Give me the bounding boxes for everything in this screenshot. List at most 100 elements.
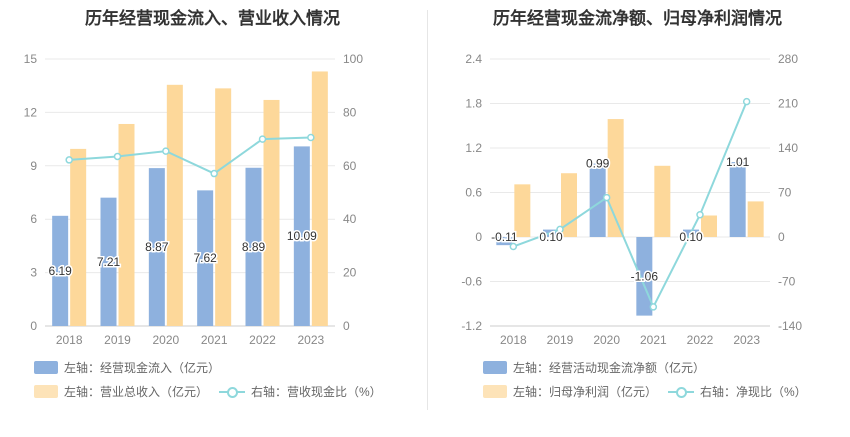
- right-axis-tick-label: 210: [778, 97, 798, 111]
- right-axis-tick-label: 0: [778, 230, 785, 244]
- right-axis-tick-label: -70: [778, 275, 796, 289]
- line-point: [113, 152, 122, 161]
- x-axis-tick-label: 2022: [249, 333, 276, 347]
- line-point: [65, 156, 73, 164]
- bar-data-label: 7.21: [97, 255, 121, 269]
- bar-orange: [514, 184, 531, 237]
- bar-data-label: 7.62: [193, 251, 217, 265]
- left-axis-tick-label: 0: [475, 230, 482, 244]
- bar-blue: [100, 197, 117, 326]
- legend-label: 左轴：经营现金流入（亿元）: [64, 361, 221, 375]
- right-axis-tick-label: 80: [343, 105, 357, 119]
- x-axis-tick-label: 2018: [56, 333, 83, 347]
- left-axis-tick-label: -1.2: [461, 319, 482, 333]
- right-axis-tick-label: 0: [343, 319, 350, 333]
- line-point: [509, 242, 518, 251]
- line-point: [210, 169, 218, 178]
- right-axis-tick-label: 40: [343, 212, 357, 226]
- legend-swatch-line: [219, 385, 245, 398]
- bar-data-label: 10.09: [287, 229, 317, 243]
- line-point: [649, 303, 658, 311]
- legend-item-right-1[interactable]: 左轴：归母净利润（亿元）: [483, 383, 657, 400]
- x-axis-tick-label: 2023: [733, 333, 760, 347]
- x-axis-tick-label: 2023: [297, 333, 324, 347]
- bar-orange: [215, 88, 232, 327]
- legend-item-right-0[interactable]: 左轴：经营活动现金流净额（亿元）: [483, 359, 705, 376]
- legend-label: 右轴：营收现金比（%）: [251, 385, 382, 399]
- bar-data-label: -0.11: [491, 230, 518, 244]
- chart-right-svg: -1.2 -0.6 0 0.6 1.2 1.8 2.4 -140 -70 0 70 140 210 280…: [461, 52, 802, 347]
- chart-title-right: 历年经营现金流净额、归母净利润情况: [493, 9, 782, 28]
- bar-data-label: 6.19: [48, 264, 72, 278]
- bar-orange: [166, 84, 183, 326]
- chart-panel-right: 历年经营现金流净额、归母净利润情况 -1.2 -0.6 0 0.6 1.2 1.8 2.4 -…: [425, 0, 850, 437]
- x-axis-tick-label: 2019: [104, 333, 131, 347]
- bar-data-label: 1.01: [726, 155, 750, 169]
- panel-divider: [427, 10, 428, 410]
- chart-panel-left: 历年经营现金流入、营业收入情况 0 3 6 9 12 15 0 20 40 60 80 100 2018…: [24, 9, 382, 400]
- left-axis-tick-label: 9: [30, 159, 37, 173]
- line-point: [602, 193, 611, 202]
- bar-orange: [311, 71, 328, 327]
- right-axis-tick-label: 100: [343, 52, 363, 66]
- bar-data-label: -1.06: [631, 269, 659, 283]
- chart-left-svg: 0 3 6 9 12 15 0 20 40 60 80 100 2018 2019 2020 2021 2022…: [24, 52, 364, 347]
- left-axis-tick-label: 3: [30, 266, 37, 280]
- x-axis-tick-label: 2019: [547, 333, 574, 347]
- bar-orange: [654, 165, 671, 237]
- line-point: [307, 133, 315, 142]
- bar-data-label: 8.89: [242, 240, 266, 254]
- left-axis-tick-label: 15: [24, 52, 38, 66]
- bar-blue: [589, 163, 606, 237]
- right-axis-tick-label: 20: [343, 266, 357, 280]
- legend-item-left-0[interactable]: 左轴：经营现金流入（亿元）: [34, 359, 220, 376]
- right-axis-tick-label: 70: [778, 186, 792, 200]
- bar-blue: [245, 167, 262, 326]
- legend-item-left-2[interactable]: 右轴：营收现金比（%）: [219, 383, 382, 400]
- left-axis-tick-label: 1.8: [465, 97, 482, 111]
- bar-blue: [52, 215, 69, 326]
- line-point: [162, 147, 170, 155]
- x-axis-tick-label: 2020: [152, 333, 179, 347]
- bar-data-label: 0.99: [586, 157, 610, 171]
- chart-title-left: 历年经营现金流入、营业收入情况: [85, 9, 340, 28]
- legend-label: 左轴：经营活动现金流净额（亿元）: [513, 361, 706, 375]
- legend-swatch-orange: [34, 385, 58, 398]
- right-axis-tick-label: 60: [343, 159, 357, 173]
- left-axis-tick-label: 6: [30, 212, 37, 226]
- left-axis-tick-label: 0.6: [465, 186, 482, 200]
- legend-swatch-line: [668, 385, 694, 398]
- legend-swatch-blue: [483, 361, 507, 374]
- series-line: [69, 136, 311, 175]
- line-point: [258, 135, 267, 143]
- bar-orange: [118, 123, 135, 326]
- left-axis-tick-label: 12: [24, 105, 38, 119]
- legend-swatch-blue: [34, 361, 58, 374]
- line-point: [696, 211, 704, 219]
- x-axis-tick-label: 2021: [201, 333, 228, 347]
- bar-blue: [496, 237, 513, 246]
- legend-label: 左轴：归母净利润（亿元）: [513, 385, 658, 399]
- x-axis-tick-label: 2018: [500, 333, 527, 347]
- left-axis-tick-label: 0: [30, 319, 37, 333]
- line-point: [556, 225, 564, 234]
- right-axis-tick-label: 140: [778, 141, 798, 155]
- bar-data-label: 0.10: [679, 230, 703, 244]
- bar-orange: [747, 201, 764, 237]
- legend-label: 左轴：营业总收入（亿元）: [64, 385, 209, 399]
- left-axis-tick-label: 2.4: [465, 52, 482, 66]
- line-point: [742, 97, 751, 106]
- legend-item-right-2[interactable]: 右轴：净现比（%）: [668, 383, 807, 400]
- bar-orange: [701, 215, 717, 237]
- legend-item-left-1[interactable]: 左轴：营业总收入（亿元）: [34, 383, 208, 400]
- bar-blue: [729, 162, 746, 237]
- bar-orange: [263, 99, 280, 326]
- x-axis-tick-label: 2022: [687, 333, 714, 347]
- x-axis-tick-label: 2020: [593, 333, 620, 347]
- left-axis-tick-label: -0.6: [461, 275, 482, 289]
- left-axis-tick-label: 1.2: [465, 141, 482, 155]
- bar-data-label: 8.87: [145, 240, 169, 254]
- right-axis-tick-label: 280: [778, 52, 798, 66]
- legend-label: 右轴：净现比（%）: [700, 385, 807, 399]
- legend-swatch-orange: [483, 385, 507, 398]
